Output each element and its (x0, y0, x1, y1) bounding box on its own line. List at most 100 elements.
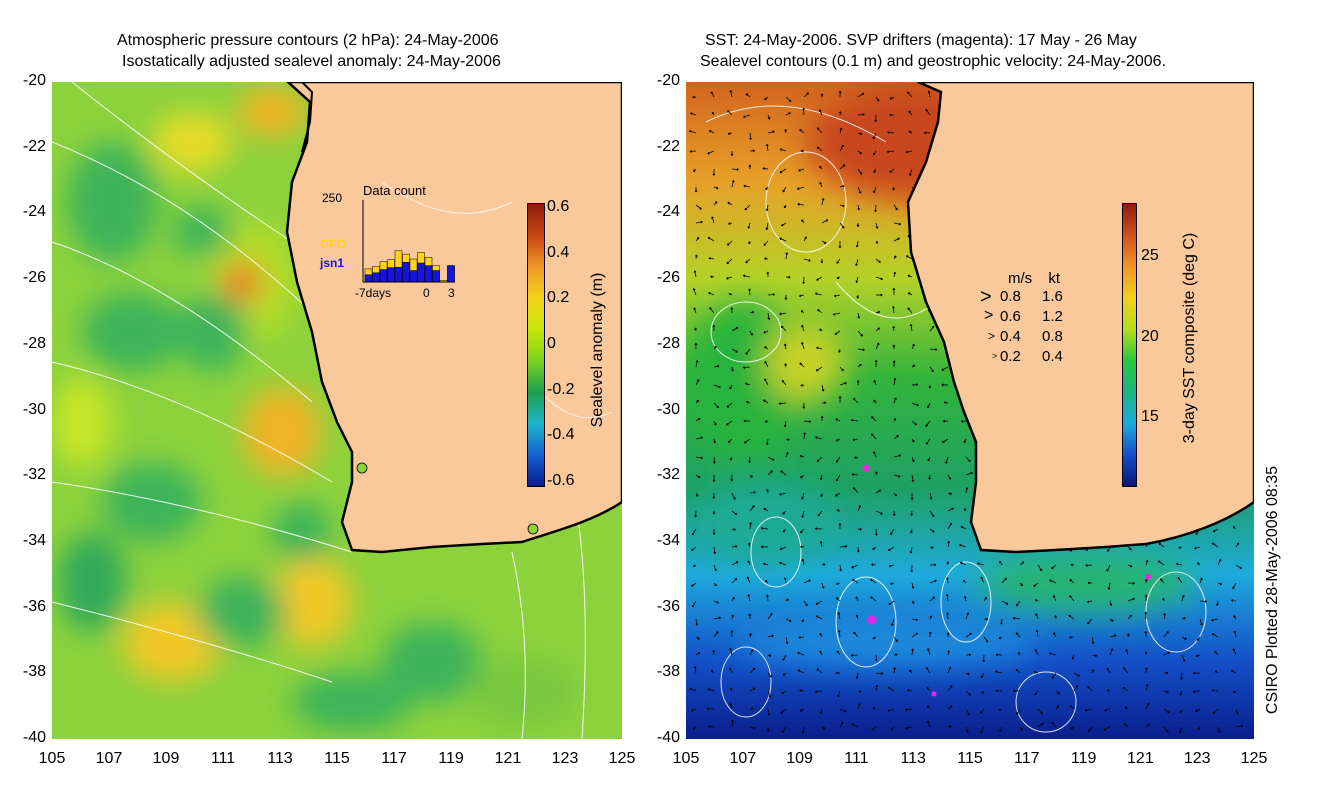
lat-tick-label: -20 (656, 72, 680, 89)
lon-tick-label: 123 (1183, 750, 1211, 767)
inset-bar-jsn1 (379, 269, 388, 283)
sst-map (686, 82, 1254, 739)
lat-tick-label: -32 (22, 466, 46, 484)
inset-title: Data count (363, 183, 426, 198)
colorbar-tick-label: 0.4 (547, 243, 570, 261)
lon-tick-label: 109 (786, 750, 813, 767)
lon-tick-label: 105 (38, 750, 66, 767)
inset-xlabel-zero: 0 (423, 286, 430, 300)
inset-bar-jsn1 (432, 270, 440, 283)
legend-row: > 0.6 1.2 (980, 307, 1080, 328)
colorbar-tick-label: -0.2 (547, 380, 575, 398)
lat-tick-label: -34 (22, 531, 46, 549)
legend-arrow-icon: > (988, 329, 996, 343)
lon-tick-label: 111 (210, 750, 236, 767)
lon-tick-label: 113 (900, 750, 926, 767)
lat-tick-label: -30 (656, 400, 680, 418)
legend-ms-value: 0.4 (1000, 328, 1021, 345)
lat-tick-label: -34 (656, 531, 680, 549)
lat-tick-label: -24 (22, 203, 46, 221)
legend-arrow-icon: > (992, 351, 998, 361)
inset-bar-jsn1 (372, 272, 380, 283)
lon-tick-label: 113 (267, 750, 293, 767)
legend-kt-value: 0.8 (1042, 328, 1063, 345)
lat-tick-label: -30 (22, 400, 46, 418)
lon-tick-label: 115 (324, 750, 350, 767)
lat-tick-label: -40 (656, 729, 680, 746)
inset-bar-jsn1 (409, 270, 418, 283)
inset-bar-jsn1 (424, 265, 433, 283)
colorbar-tick-label: 20 (1141, 328, 1159, 345)
lon-tick-label: 105 (672, 750, 700, 767)
sealevel-colorbar-label: Sealevel anomaly (m) (589, 272, 606, 428)
lon-tick-label: 123 (551, 750, 579, 767)
legend-arrow-icon: > (984, 307, 994, 324)
inset-bar-jsn1 (364, 274, 373, 283)
left-title-line1: Atmospheric pressure contours (2 hPa): 2… (117, 32, 499, 49)
lon-tick-label: 111 (844, 750, 869, 767)
lat-tick-label: -26 (656, 269, 680, 287)
data-count-inset: 250 Data count GFO jsn1 -7days 0 3 (319, 183, 455, 300)
lon-tick-label: 107 (95, 750, 123, 767)
legend-header-ms: m/s (1008, 270, 1033, 287)
lat-tick-label: -38 (656, 663, 680, 681)
lon-tick-label: 107 (729, 750, 757, 767)
colorbar-tick-label: 0.2 (547, 289, 570, 307)
lat-tick-label: -20 (22, 72, 46, 89)
legend-row: > 0.2 0.4 (980, 348, 1080, 368)
legend-row: > 0.4 0.8 (980, 328, 1080, 348)
inset-xlabel-start: -7days (355, 286, 391, 300)
lat-tick-label: -36 (22, 597, 46, 615)
legend-kt-value: 1.6 (1042, 288, 1063, 305)
legend-kt-value: 1.2 (1042, 308, 1063, 325)
legend-ms-value: 0.8 (1000, 288, 1021, 305)
inset-series-gfo: GFO (320, 237, 346, 251)
inset-bar-jsn1 (394, 266, 403, 283)
lat-tick-label: -22 (656, 137, 680, 155)
lat-tick-label: -28 (22, 334, 46, 352)
inset-ymax-label: 250 (322, 191, 342, 205)
colorbar-tick-label: 0.6 (547, 198, 570, 215)
colorbar-tick-label: 15 (1141, 408, 1159, 425)
sst-colorbar-label: 3-day SST composite (deg C) (1181, 232, 1198, 444)
right-title-line2: Sealevel contours (0.1 m) and geostrophi… (700, 53, 1167, 70)
legend-ms-value: 0.2 (1000, 348, 1021, 365)
lat-tick-label: -22 (22, 137, 46, 155)
lat-tick-label: -28 (656, 334, 680, 352)
colorbar-tick-label: -0.6 (547, 472, 575, 489)
legend-row: > 0.8 1.6 (980, 286, 1080, 308)
lon-tick-label: 125 (1240, 750, 1268, 767)
lon-tick-label: 115 (957, 750, 983, 767)
inset-bars (364, 250, 455, 283)
colorbar-tick-label: 25 (1141, 247, 1159, 264)
legend-ms-value: 0.6 (1000, 308, 1021, 325)
lat-tick-label: -24 (656, 203, 680, 221)
left-title-line2: Isostatically adjusted sealevel anomaly:… (122, 53, 501, 70)
lon-tick-label: 119 (1070, 750, 1097, 767)
lon-tick-label: 121 (494, 750, 522, 767)
sst-colorbar (1122, 203, 1137, 487)
inset-bar-jsn1 (417, 262, 425, 283)
colorbar-tick-label: -0.4 (547, 426, 575, 444)
lat-tick-label: -32 (656, 466, 680, 484)
inset-bar-jsn1 (387, 267, 395, 283)
lon-tick-label: 125 (608, 750, 636, 767)
sealevel-colorbar (527, 203, 545, 487)
legend-kt-value: 0.4 (1042, 348, 1063, 365)
legend-arrow-icon: > (980, 286, 992, 308)
lat-tick-label: -26 (22, 269, 46, 287)
lon-tick-label: 109 (152, 750, 180, 767)
colorbar-tick-label: 0 (547, 335, 556, 352)
lon-tick-label: 121 (1127, 750, 1154, 767)
lon-tick-label: 117 (1014, 750, 1040, 767)
lat-tick-label: -36 (656, 597, 680, 615)
legend-header-kt: kt (1048, 270, 1061, 287)
plotted-credit: CSIRO Plotted 28-May-2006 08:35 (1264, 465, 1281, 715)
inset-xlabel-end: 3 (448, 286, 455, 300)
inset-bar-jsn1 (447, 265, 455, 283)
lat-tick-label: -38 (22, 663, 46, 681)
inset-series-jsn1: jsn1 (319, 256, 344, 270)
lon-tick-label: 119 (438, 750, 464, 767)
lat-tick-label: -40 (22, 729, 46, 746)
right-title-line1: SST: 24-May-2006. SVP drifters (magenta)… (705, 32, 1137, 49)
